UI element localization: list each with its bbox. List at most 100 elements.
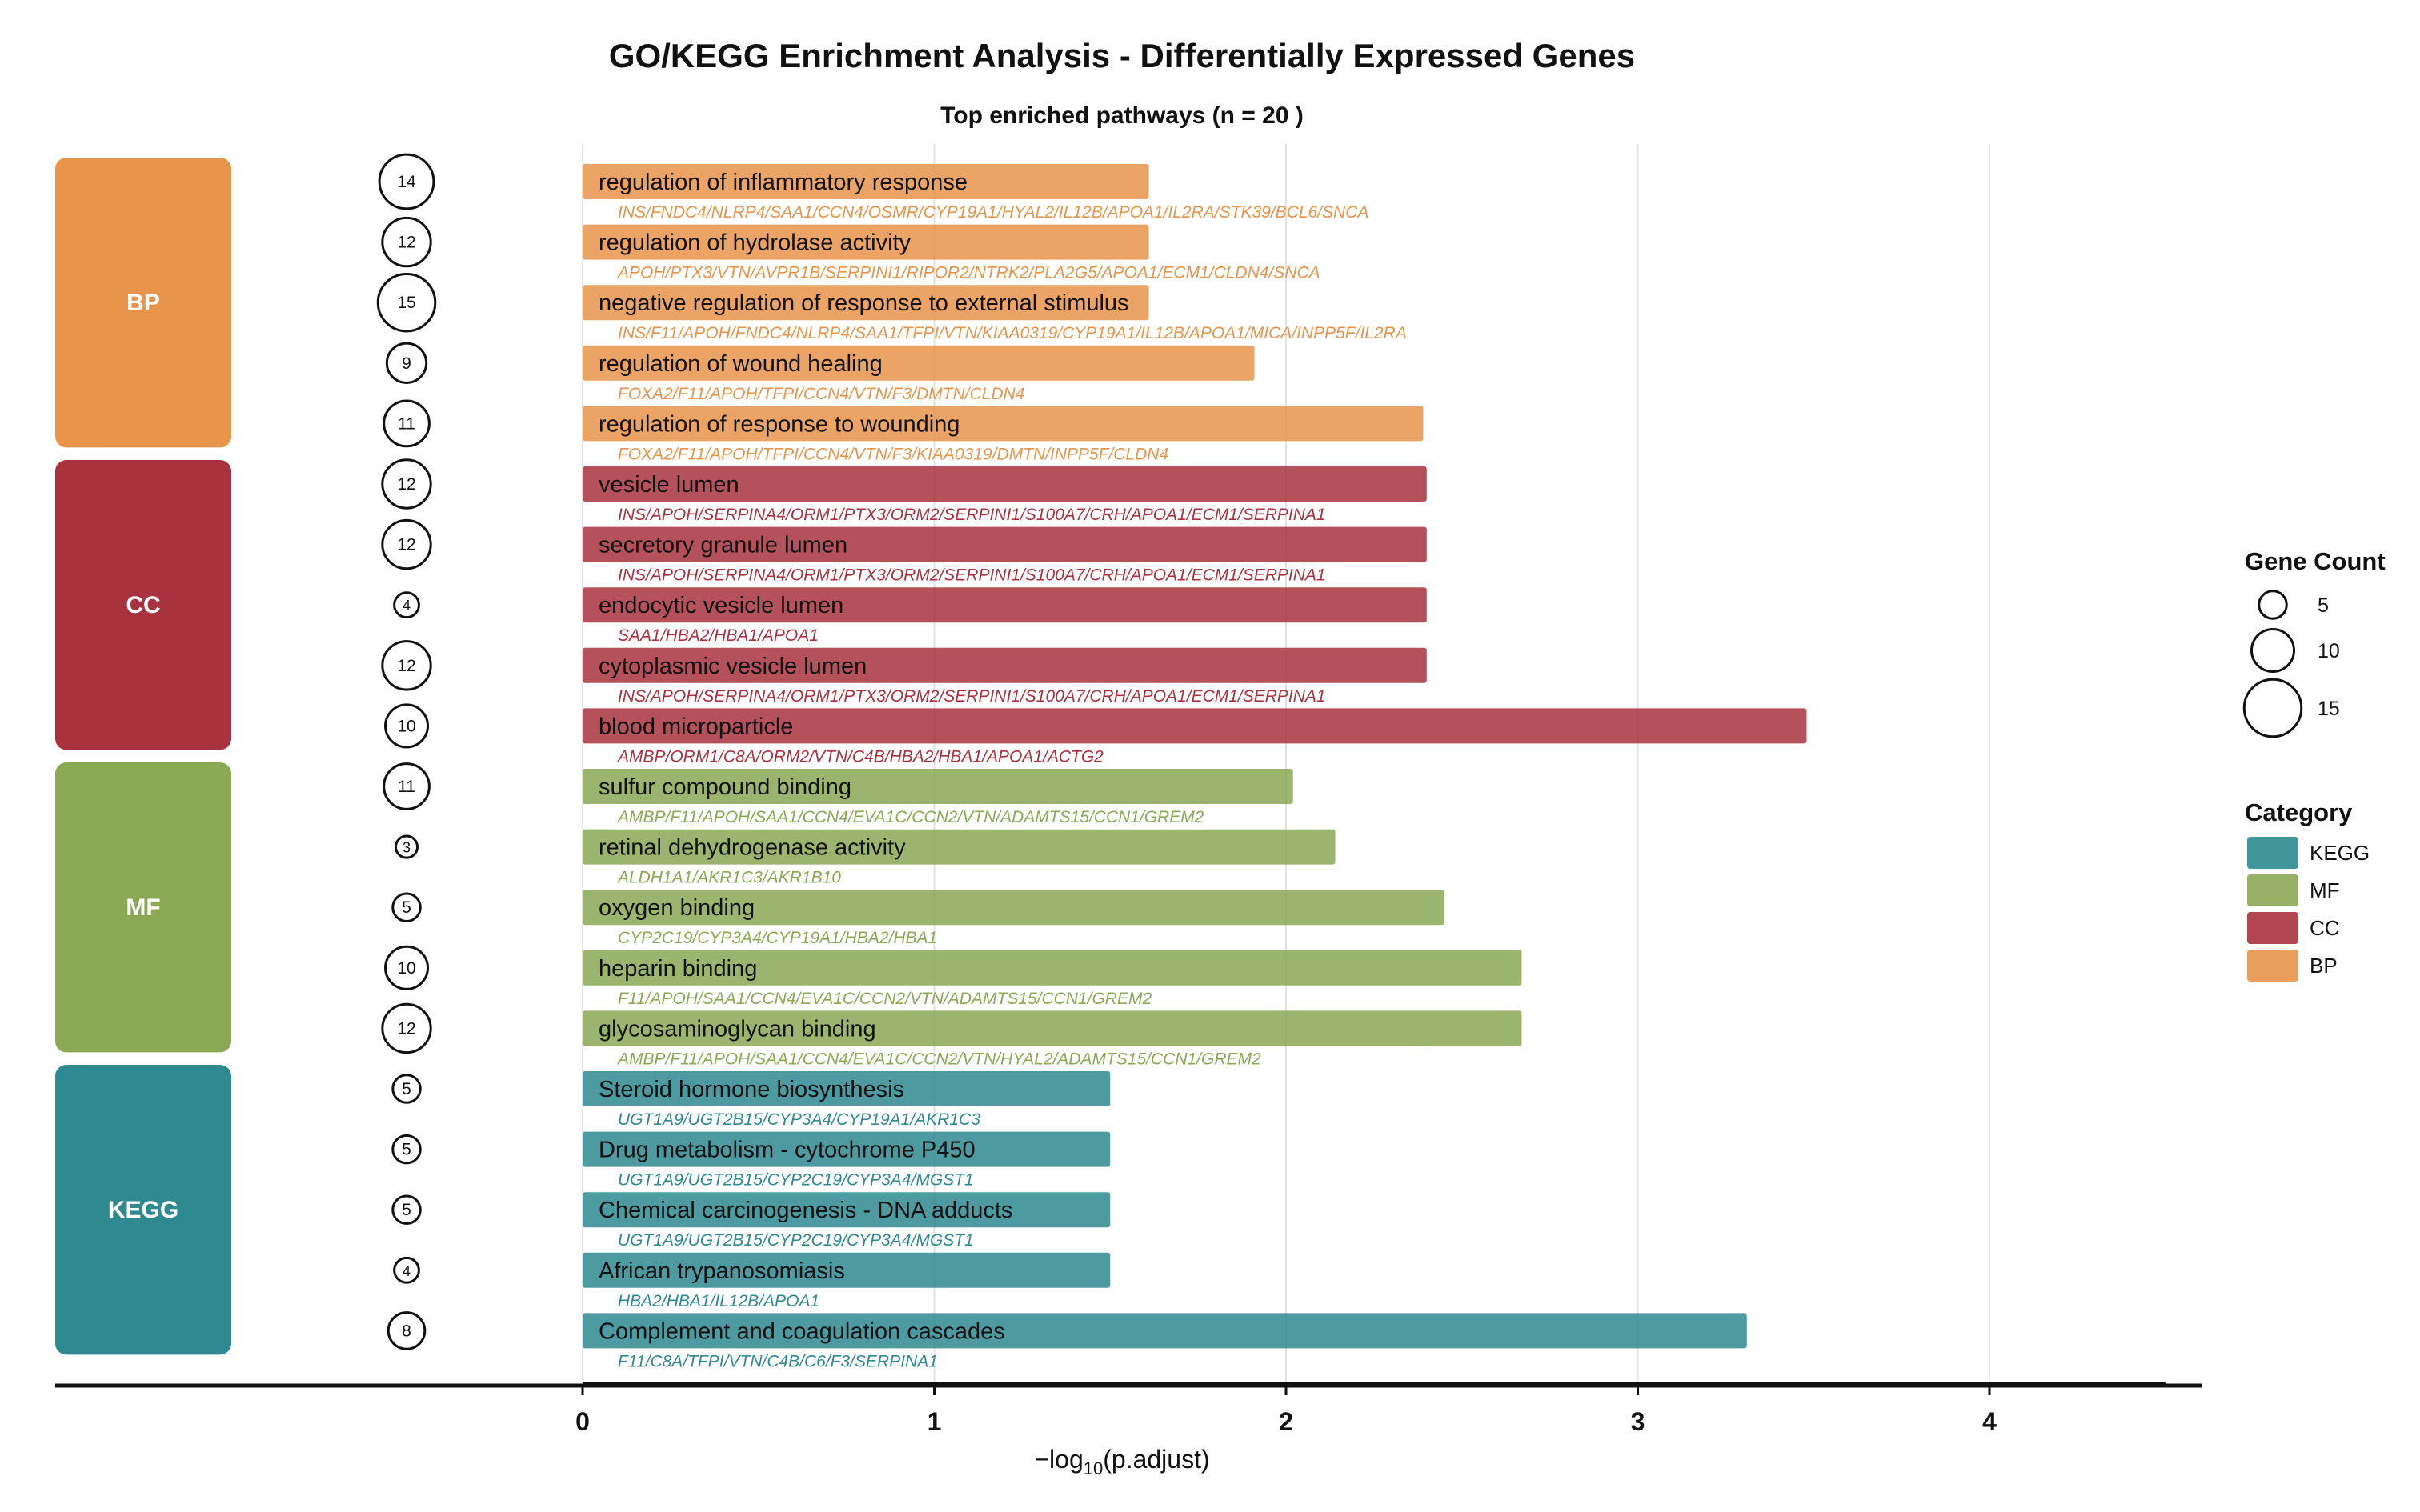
bar-term-label-11: retinal dehydrogenase activity	[599, 835, 906, 861]
count-circle-7	[393, 591, 420, 619]
bar-term-label-6: secretory granule lumen	[599, 533, 847, 558]
count-circle-13	[384, 945, 429, 990]
count-circle-12	[391, 892, 422, 922]
category-legend-label-cc: CC	[2310, 916, 2340, 940]
bar-term-label-13: heparin binding	[599, 956, 757, 982]
bar-gene-label-15: UGT1A9/UGT2B15/CYP3A4/CYP19A1/AKR1C3	[618, 1110, 980, 1129]
bar-term-label-7: endocytic vesicle lumen	[599, 593, 843, 618]
count-label-7: 4	[403, 598, 411, 614]
count-label-15: 5	[402, 1080, 411, 1098]
category-legend-swatch-mf	[2247, 874, 2298, 906]
bar-gene-label-0: INS/FNDC4/NLRP4/SAA1/CCN4/OSMR/CYP19A1/H…	[618, 203, 1368, 222]
gene-count-circles: 14 12 15 9 11 12 12 4 12 10 11 3 5 10 12 5 5 5 4 8	[376, 153, 437, 1350]
category-block-cc	[55, 460, 231, 750]
count-circle-1	[381, 216, 432, 268]
bar-11	[583, 829, 1336, 865]
x-axis-title-suffix: (p.adjust)	[1103, 1445, 1209, 1474]
bar-1	[583, 224, 1149, 260]
bar-gene-label-10: AMBP/F11/APOH/SAA1/CCN4/EVA1C/CCN2/VTN/A…	[616, 808, 1204, 826]
bar-gene-label-1: APOH/PTX3/VTN/AVPR1B/SERPINI1/RIPOR2/NTR…	[616, 264, 1320, 282]
bar-15	[583, 1071, 1111, 1106]
count-circle-0	[378, 153, 435, 210]
count-circle-4	[383, 399, 431, 448]
bar-4	[583, 406, 1424, 442]
size-legend-circle-2	[2242, 678, 2303, 738]
bar-gene-label-8: INS/APOH/SERPINA4/ORM1/PTX3/ORM2/SERPINI…	[618, 687, 1326, 706]
category-label-kegg: KEGG	[108, 1197, 178, 1223]
count-circle-17	[391, 1194, 422, 1225]
size-legend-label-1: 10	[2318, 640, 2340, 662]
category-block-kegg	[55, 1065, 231, 1355]
category-block-bp	[55, 158, 231, 448]
bar-8	[583, 647, 1427, 683]
bar-term-label-14: glycosaminoglycan binding	[599, 1016, 876, 1042]
bar-term-label-8: cytoplasmic vesicle lumen	[599, 654, 867, 679]
bar-term-label-9: blood microparticle	[599, 714, 793, 739]
category-legend-label-bp: BP	[2310, 954, 2338, 978]
x-tick-label-3: 3	[1631, 1407, 1645, 1436]
bar-gene-label-11: ALDH1A1/AKR1C3/AKR1B10	[616, 869, 841, 887]
x-tick-label-0: 0	[575, 1407, 590, 1436]
category-legend-label-mf: MF	[2310, 878, 2340, 902]
bar-16	[583, 1131, 1111, 1167]
x-tick-label-4: 4	[1982, 1407, 1997, 1436]
bar-0	[583, 164, 1149, 199]
bar-term-label-16: Drug metabolism - cytochrome P450	[599, 1138, 976, 1163]
chart-title: GO/KEGG Enrichment Analysis - Differenti…	[609, 37, 1635, 74]
bar-3	[583, 345, 1255, 381]
count-circle-6	[381, 518, 432, 570]
bar-term-label-5: vesicle lumen	[599, 472, 739, 498]
count-circle-16	[391, 1134, 422, 1165]
bar-gene-label-18: HBA2/HBA1/IL12B/APOA1	[618, 1292, 819, 1310]
bar-17	[583, 1192, 1111, 1228]
count-circle-19	[387, 1311, 427, 1350]
count-circle-18	[393, 1256, 420, 1284]
bar-term-label-19: Complement and coagulation cascades	[599, 1318, 1005, 1344]
size-legend-title: Gene Count	[2245, 547, 2386, 575]
chart-subtitle: Top enriched pathways (n = 20 )	[940, 102, 1304, 129]
category-legend-label-kegg: KEGG	[2310, 841, 2370, 865]
bar-9	[583, 708, 1807, 744]
category-block-mf	[55, 762, 231, 1053]
bar-gene-label-2: INS/F11/APOH/FNDC4/NLRP4/SAA1/TFPI/VTN/K…	[618, 324, 1407, 342]
count-label-18: 4	[403, 1263, 411, 1279]
count-label-9: 10	[397, 717, 415, 735]
count-label-3: 9	[402, 354, 411, 373]
count-label-2: 15	[397, 294, 415, 312]
count-label-11: 3	[403, 840, 411, 856]
size-legend-circle-1	[2250, 628, 2295, 673]
bar-gene-label-19: F11/C8A/TFPI/VTN/C4B/C6/F3/SERPINA1	[618, 1352, 938, 1370]
category-legend-swatch-kegg	[2247, 837, 2298, 869]
category-legend-title: Category	[2245, 798, 2353, 826]
x-axis-title-subscript: 10	[1084, 1458, 1103, 1478]
count-circle-9	[384, 703, 429, 749]
bar-13	[583, 950, 1522, 986]
category-legend-swatch-cc	[2247, 912, 2298, 944]
bar-19	[583, 1313, 1747, 1349]
bar-10	[583, 769, 1293, 804]
size-legend-label-2: 15	[2318, 698, 2340, 720]
count-circle-11	[394, 834, 419, 859]
count-circle-8	[381, 640, 432, 691]
bar-gene-label-16: UGT1A9/UGT2B15/CYP2C19/CYP3A4/MGST1	[618, 1171, 974, 1190]
x-axis: 0 1 2 3 4	[55, 1382, 2202, 1436]
bar-gene-label-7: SAA1/HBA2/HBA1/APOA1	[618, 626, 819, 645]
bar-2	[583, 285, 1149, 321]
bar-term-label-18: African trypanosomiasis	[599, 1258, 845, 1284]
size-legend-label-0: 5	[2318, 594, 2329, 617]
count-circle-2	[376, 272, 437, 333]
x-axis-title: −log10(p.adjust)	[1034, 1445, 1209, 1478]
bar-gene-label-6: INS/APOH/SERPINA4/ORM1/PTX3/ORM2/SERPINI…	[618, 566, 1326, 585]
bar-14	[583, 1010, 1522, 1046]
category-label-cc: CC	[126, 592, 160, 618]
bar-gene-label-3: FOXA2/F11/APOH/TFPI/CCN4/VTN/F3/DMTN/CLD…	[618, 385, 1024, 403]
count-label-1: 12	[397, 234, 415, 252]
count-label-19: 8	[402, 1322, 411, 1340]
count-label-5: 12	[397, 475, 415, 494]
bar-term-label-15: Steroid hormone biosynthesis	[599, 1077, 904, 1102]
bar-gene-label-9: AMBP/ORM1/C8A/ORM2/VTN/C4B/HBA2/HBA1/APO…	[616, 747, 1104, 766]
bar-gene-label-17: UGT1A9/UGT2B15/CYP2C19/CYP3A4/MGST1	[618, 1231, 974, 1250]
count-circle-3	[385, 342, 428, 384]
count-circle-14	[381, 1002, 432, 1054]
